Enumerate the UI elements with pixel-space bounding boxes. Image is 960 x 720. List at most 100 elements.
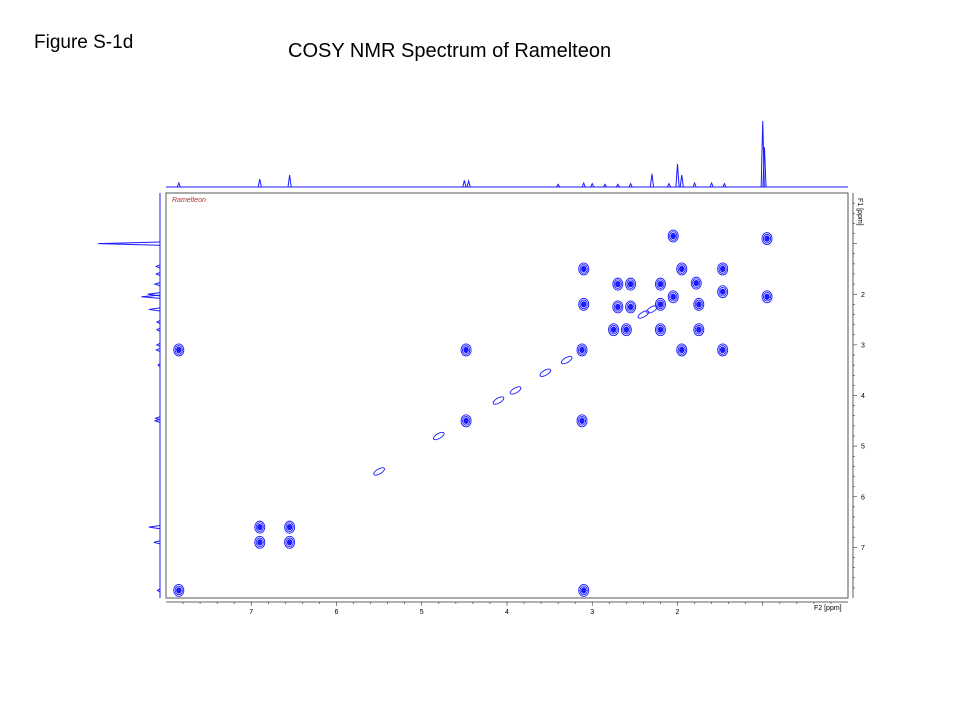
plot-frame-border	[165, 192, 849, 599]
contour-level	[462, 345, 471, 355]
contour-level	[576, 343, 588, 357]
contour-level	[254, 535, 266, 549]
contour-level	[622, 324, 631, 335]
contour-level	[670, 232, 676, 240]
contour-level	[579, 299, 588, 310]
cross-peak	[676, 262, 688, 276]
cross-peak	[578, 262, 590, 276]
contour-level	[719, 346, 726, 354]
x-tick-label: 4	[505, 609, 509, 616]
axes: 7 6 5 4 3 2 2 3 4 5 6 7	[166, 193, 865, 616]
cross-peak	[284, 520, 296, 534]
cross-peak	[717, 343, 729, 357]
contour-level	[694, 324, 703, 335]
f1-projection-peak	[153, 282, 161, 287]
x-tick-label: 2	[676, 609, 680, 616]
cross-peak	[667, 290, 679, 304]
f2-projection-peak	[462, 180, 467, 188]
diagonal-peak	[560, 355, 573, 365]
contour-level	[623, 326, 630, 333]
y-tick-label: 4	[861, 393, 865, 400]
contour-level	[690, 276, 702, 290]
contour-level	[581, 265, 587, 273]
cross-peak	[717, 262, 729, 276]
f1-projection-peak	[153, 418, 161, 423]
f1-projection-peak	[148, 525, 161, 530]
contour-level	[579, 264, 588, 274]
contour-level	[460, 414, 472, 428]
contour-level	[655, 323, 666, 337]
contour-level	[764, 293, 770, 300]
cross-peak	[620, 323, 632, 337]
cross-peak	[693, 297, 705, 311]
diagonal-peak	[646, 305, 658, 314]
y-tick-label: 3	[861, 342, 865, 349]
contour-level	[612, 277, 624, 291]
contour-level	[717, 262, 729, 276]
f2-projection-peak	[287, 175, 292, 188]
cross-peak	[173, 583, 185, 597]
f2-projection-peak	[581, 181, 586, 188]
cross-peak	[655, 323, 666, 337]
x-axis-unit-label: F2 [ppm]	[814, 605, 842, 612]
contour-level	[581, 301, 587, 308]
contour-level	[577, 345, 587, 355]
f1-projection-peak	[155, 320, 161, 325]
contour-level	[625, 300, 637, 314]
contour-level	[284, 520, 296, 534]
contour-level	[610, 326, 617, 333]
f2-projection-peak	[466, 179, 471, 188]
contour-level	[284, 535, 296, 549]
contour-level	[581, 587, 587, 594]
contour-level	[679, 265, 685, 273]
cross-peak	[667, 229, 679, 243]
contour-level	[578, 262, 590, 276]
contour-level	[286, 523, 293, 531]
f1-projection-peak	[97, 241, 161, 246]
plot-frame	[165, 192, 849, 599]
contour-level	[578, 297, 590, 311]
contour-level	[625, 277, 637, 291]
cross-peak	[578, 297, 590, 311]
contour-level	[677, 345, 686, 355]
contour-level	[696, 301, 702, 308]
x-tick-label: 5	[420, 609, 424, 616]
contour-level	[669, 231, 678, 241]
contour-level	[609, 324, 618, 335]
f2-projection-peak	[628, 182, 633, 188]
contour-level	[762, 292, 772, 302]
contour-level	[463, 417, 469, 424]
contour-level	[761, 290, 773, 304]
cross-peak	[676, 343, 688, 357]
f2-projection-peak	[666, 182, 672, 188]
contour-level	[719, 288, 726, 295]
contour-level	[613, 279, 622, 289]
cross-peak	[460, 414, 472, 428]
contour-level	[694, 299, 703, 310]
cross-peak	[612, 277, 624, 291]
contour-level	[676, 343, 688, 357]
y-tick-label: 6	[861, 494, 865, 501]
cross-peak	[625, 277, 637, 291]
contour-level	[285, 522, 294, 532]
f1-projection-peak	[156, 588, 161, 593]
y-tick-label: 2	[861, 292, 865, 299]
contour-level	[655, 297, 666, 311]
contour-level	[693, 323, 705, 337]
diagonal-peak	[509, 386, 522, 395]
f1-projection-peak	[155, 347, 161, 352]
contour-level	[578, 583, 590, 597]
f2-projection-peak	[649, 173, 655, 188]
contour-level	[718, 264, 727, 274]
contour-level	[657, 280, 664, 288]
contour-level	[693, 279, 699, 287]
cross-peak	[625, 300, 637, 314]
cross-peak	[608, 323, 620, 337]
cross-peak	[254, 535, 266, 549]
x-tick-label: 3	[590, 609, 594, 616]
f2-projection-peak	[615, 183, 620, 188]
cross-peak	[173, 343, 185, 357]
contour-level	[676, 262, 688, 276]
cross-peak	[761, 290, 773, 304]
